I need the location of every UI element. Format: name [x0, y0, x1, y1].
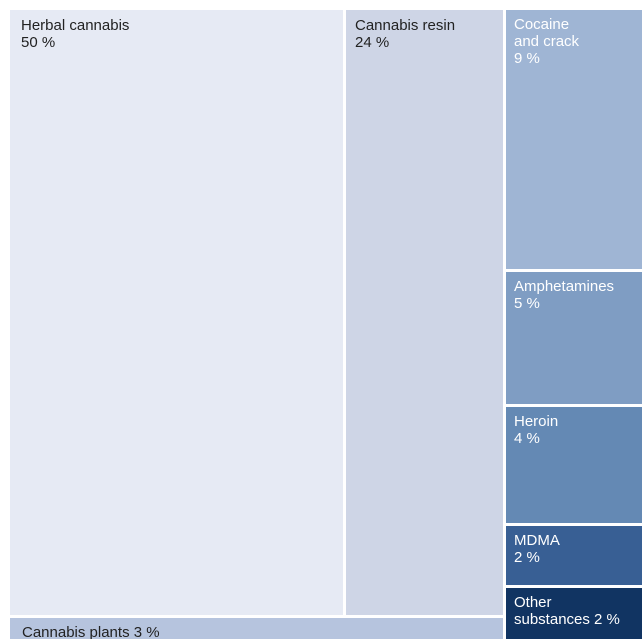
tile-heroin [506, 407, 642, 523]
tile-label-cannabis-plants: Cannabis plants 3 % [22, 624, 160, 639]
tile-other-substances [506, 588, 642, 639]
tile-label-cocaine-and-crack: Cocaine and crack 9 % [514, 16, 580, 67]
tile-label-line: 50 % [21, 34, 55, 51]
tile-label-line: Herbal cannabis [21, 17, 129, 34]
tile-label-line: 24 % [355, 34, 389, 51]
tile-herbal-cannabis [10, 10, 343, 615]
tile-label-line: 9 % [514, 50, 540, 67]
tile-label-line: Cocaine [514, 16, 569, 33]
tile-label-line: and crack [514, 33, 580, 50]
tile-label-line: Cannabis plants 3 % [22, 624, 160, 639]
tile-label-line: 2 % [514, 549, 540, 566]
tile-label-line: 5 % [514, 295, 540, 312]
treemap-tiles [10, 10, 642, 639]
tile-label-herbal-cannabis: Herbal cannabis 50 % [21, 17, 129, 51]
tile-label-heroin: Heroin 4 % [514, 413, 558, 447]
treemap-labels: Herbal cannabis 50 % Cannabis resin 24 % Coc… [21, 16, 620, 639]
tile-cannabis-resin [346, 10, 503, 615]
tile-label-line: MDMA [514, 532, 560, 549]
tile-label-line: 4 % [514, 430, 540, 447]
tile-amphetamines [506, 272, 642, 404]
tile-cannabis-plants [10, 618, 503, 639]
tile-label-line: substances 2 % [514, 611, 620, 628]
tile-mdma [506, 526, 642, 585]
tile-label-line: Heroin [514, 413, 558, 430]
tile-label-line: Amphetamines [514, 278, 614, 295]
tile-cocaine-and-crack [506, 10, 642, 269]
tile-label-line: Cannabis resin [355, 17, 455, 34]
tile-label-mdma: MDMA 2 % [514, 532, 560, 566]
tile-label-cannabis-resin: Cannabis resin 24 % [355, 17, 455, 51]
tile-label-line: Other [514, 594, 552, 611]
tile-label-other-substances: Other substances 2 % [514, 594, 620, 628]
tile-label-amphetamines: Amphetamines 5 % [514, 278, 614, 312]
